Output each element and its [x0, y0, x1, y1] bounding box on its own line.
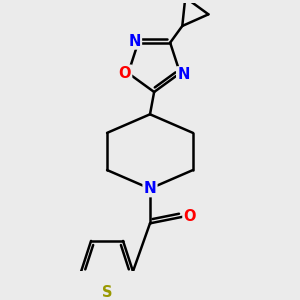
- Text: O: O: [119, 66, 131, 81]
- Text: N: N: [144, 181, 156, 196]
- Text: O: O: [183, 209, 196, 224]
- Text: N: N: [177, 67, 190, 82]
- Text: N: N: [129, 34, 141, 49]
- Text: S: S: [102, 285, 112, 300]
